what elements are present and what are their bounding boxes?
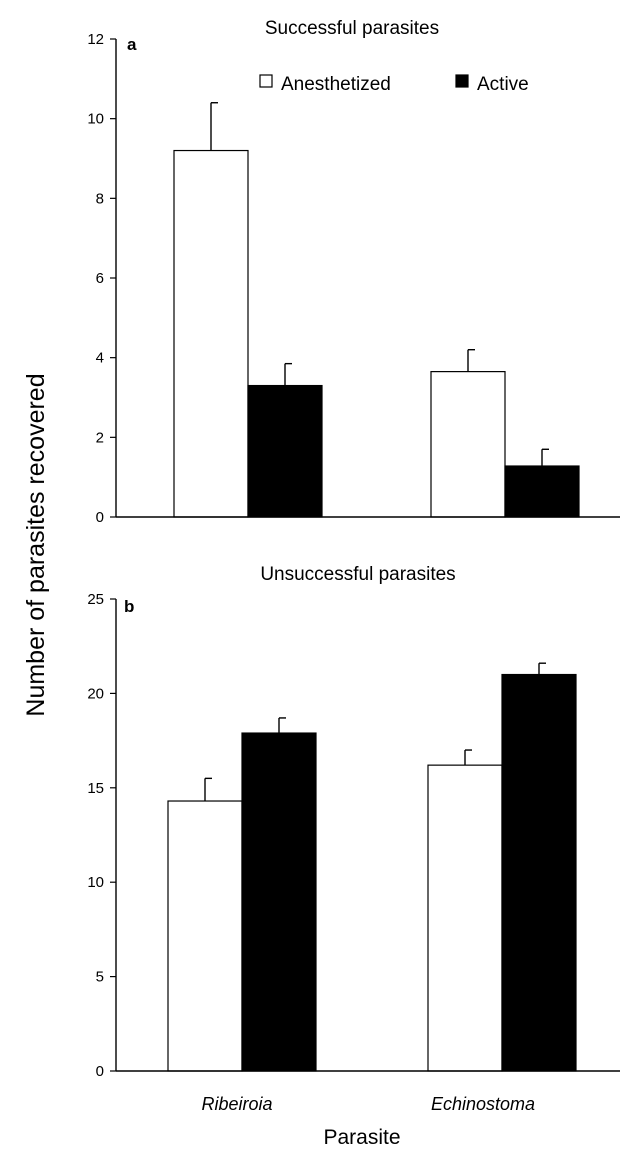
- panel-a-y-tick-label-6: 6: [96, 270, 104, 287]
- panel-a-y-tick-label-4: 4: [96, 350, 104, 367]
- panel-a-bar-ribeiroia-active: [247, 384, 323, 518]
- panel-b-bars: [167, 673, 577, 1072]
- panel-b-y-tick-label-25: 25: [87, 591, 104, 608]
- panel-b-letter: b: [124, 597, 134, 616]
- panel-a-bar-ribeiroia-anesthetized: [173, 149, 249, 518]
- panel-a-y-ticks: 0 2 4 6 8 10 12: [87, 31, 116, 526]
- legend: Anesthetized Active: [259, 74, 529, 95]
- panel-b-bar-echinostoma-active: [501, 673, 577, 1072]
- legend-label-active: Active: [477, 74, 529, 95]
- panel-a-y-tick-label-2: 2: [96, 429, 104, 446]
- panel-b-title: Unsuccessful parasites: [260, 564, 455, 585]
- panel-a-title: Successful parasites: [265, 18, 439, 39]
- panel-a-error-bars: [210, 102, 549, 467]
- panel-a-y-tick-label-0: 0: [96, 509, 104, 526]
- panel-b-y-tick-label-0: 0: [96, 1063, 104, 1080]
- legend-swatch-anesthetized: [259, 74, 273, 88]
- x-axis-label: Parasite: [323, 1126, 400, 1149]
- panel-b-y-tick-label-15: 15: [87, 780, 104, 797]
- panel-a-axes: [115, 39, 620, 518]
- legend-swatch-active: [455, 74, 469, 88]
- panel-b-bar-ribeiroia-active: [241, 732, 317, 1072]
- panel-a-y-tick-label-10: 10: [87, 111, 104, 128]
- panel-b-error-bars: [204, 662, 546, 802]
- panel-a-y-tick-label-8: 8: [96, 190, 104, 207]
- panel-b-y-tick-label-10: 10: [87, 874, 104, 891]
- legend-label-anesthetized: Anesthetized: [281, 74, 391, 95]
- panel-a-letter: a: [127, 35, 137, 54]
- panel-b-y-tick-label-20: 20: [87, 685, 104, 702]
- panel-b-bar-ribeiroia-anesthetized: [167, 800, 243, 1072]
- panel-a-y-tick-label-12: 12: [87, 31, 104, 48]
- panel-a: Successful parasites a Anesthetized Acti…: [87, 18, 620, 526]
- panel-a-bar-echinostoma-anesthetized: [430, 371, 506, 518]
- panel-b-axes: [115, 599, 620, 1072]
- panel-b: Unsuccessful parasites b 0 5 10 15 20 25: [87, 564, 620, 1080]
- x-tick-label-echinostoma: Echinostoma: [431, 1094, 535, 1114]
- y-axis-label: Number of parasites recovered: [22, 373, 50, 716]
- panel-b-y-ticks: 0 5 10 15 20 25: [87, 591, 116, 1080]
- panel-b-bar-echinostoma-anesthetized: [427, 764, 503, 1072]
- panel-a-bars: [173, 149, 580, 518]
- panel-a-bar-echinostoma-active: [504, 465, 580, 518]
- x-tick-label-ribeiroia: Ribeiroia: [201, 1094, 272, 1114]
- panel-b-y-tick-label-5: 5: [96, 969, 104, 986]
